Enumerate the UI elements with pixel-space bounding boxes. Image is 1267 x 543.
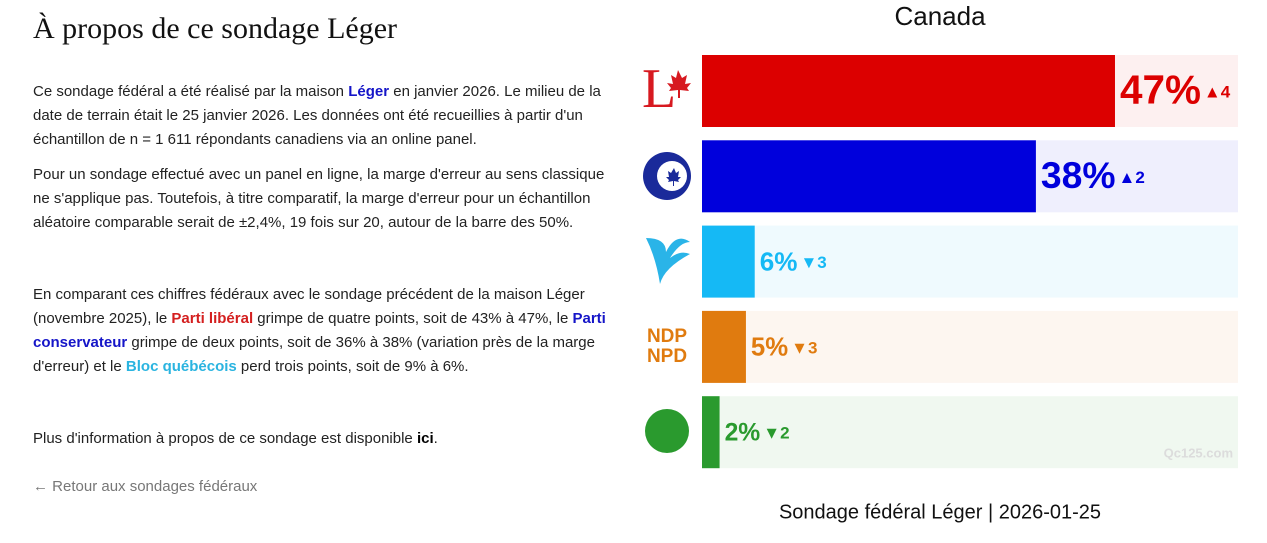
value-label: 2% [725, 420, 761, 447]
chart: Canada Sondage fédéral Léger | 2026-01-2… [642, 1, 1238, 523]
bar-background [702, 396, 1238, 469]
green-logo [645, 409, 689, 453]
change-label: ▼3 [800, 253, 826, 272]
bar-background [702, 225, 1238, 298]
link[interactable]: Parti conservateur [33, 310, 606, 351]
link[interactable]: Léger [348, 83, 390, 100]
chart-title: Canada [894, 1, 986, 31]
bar [702, 55, 1115, 127]
paragraph: Pour un sondage effectué avec un panel e… [33, 163, 611, 235]
paragraph: Ce sondage fédéral a été réalisé par la … [33, 80, 611, 152]
conservative-logo [643, 152, 691, 200]
watermark: Qc125.com [1164, 445, 1233, 460]
value-label: 47% [1120, 67, 1201, 113]
bar [702, 225, 755, 298]
text: en janvier 2026. Le milieu de la date de… [33, 83, 601, 148]
logo-text: NDP [647, 326, 687, 347]
change-label: ▲4 [1204, 82, 1231, 101]
text: Ce sondage fédéral a été réalisé par la … [33, 83, 349, 100]
value-label: 6% [760, 246, 798, 276]
chart-footer: Sondage fédéral Léger | 2026-01-25 [779, 501, 1101, 523]
text: perd trois points, soit de 9% à 6%. [236, 358, 469, 375]
text: Plus d'information à propos de ce sondag… [33, 430, 417, 447]
back-link[interactable]: ← Retour aux sondages fédéraux [33, 478, 258, 495]
change-label: ▼3 [791, 338, 817, 357]
text: . [433, 430, 438, 447]
bloc-logo [646, 238, 690, 284]
link[interactable]: ici [416, 430, 434, 447]
bar [702, 396, 720, 469]
bar-background [702, 310, 1238, 383]
text: grimpe de deux points, soit de 36% à 38%… [33, 334, 595, 375]
value-label: 5% [751, 334, 788, 362]
change-label: ▲2 [1119, 168, 1145, 187]
link[interactable]: Bloc québécois [125, 358, 237, 375]
bar [702, 310, 746, 383]
text: En comparant ces chiffres fédéraux avec … [33, 286, 585, 327]
link[interactable]: Parti libéral [171, 310, 254, 327]
paragraph: Plus d'information à propos de ce sondag… [33, 427, 611, 451]
bar [702, 140, 1036, 213]
liberal-logo: L [642, 58, 691, 120]
ndp-logo: NDP NPD [647, 326, 687, 367]
article-title: À propos de ce sondage Léger [33, 12, 398, 45]
text: Pour un sondage effectué avec un panel e… [33, 166, 605, 231]
text: grimpe de quatre points, soit de 43% à 4… [253, 310, 573, 327]
change-label: ▼2 [763, 424, 789, 443]
value-label: 38% [1041, 154, 1116, 196]
logo-text: NPD [647, 346, 687, 367]
paragraph: En comparant ces chiffres fédéraux avec … [33, 283, 611, 379]
